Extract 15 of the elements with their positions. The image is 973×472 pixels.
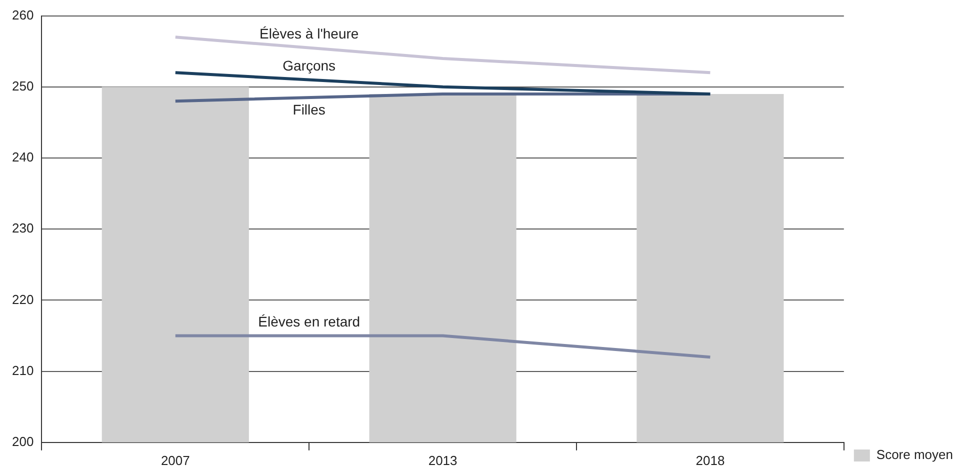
series-label: Élèves à l'heure — [260, 26, 359, 42]
legend-label: Score moyen — [876, 447, 954, 462]
x-tick-label: 2013 — [428, 452, 458, 468]
y-tick-label: 240 — [12, 150, 34, 165]
series-label: Garçons — [282, 58, 336, 74]
x-tick-label: 2018 — [696, 452, 725, 468]
y-tick-label: 200 — [12, 434, 34, 449]
y-tick-label: 260 — [12, 7, 34, 22]
series-label: Filles — [292, 101, 326, 118]
series-label: Élèves en retard — [258, 314, 360, 330]
x-tick-label: 2007 — [160, 452, 190, 468]
y-tick-label: 210 — [12, 362, 34, 378]
y-tick-label: 230 — [12, 220, 34, 236]
y-tick-label: 250 — [12, 78, 34, 94]
y-tick-label: 220 — [12, 292, 34, 307]
